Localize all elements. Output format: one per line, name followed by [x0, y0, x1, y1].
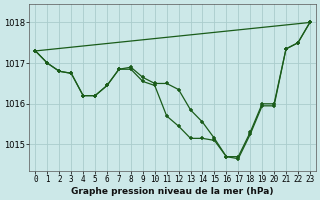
X-axis label: Graphe pression niveau de la mer (hPa): Graphe pression niveau de la mer (hPa) — [71, 187, 274, 196]
